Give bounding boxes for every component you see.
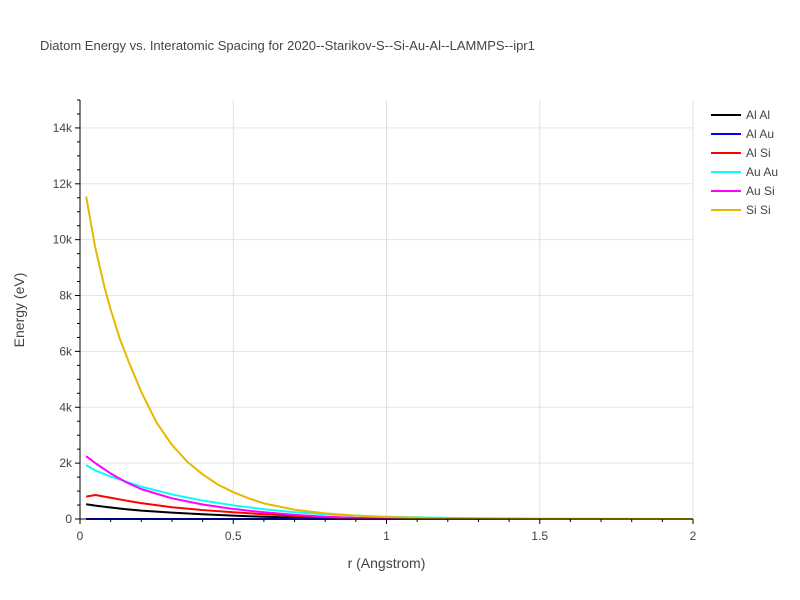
y-tick-label: 14k xyxy=(53,121,73,135)
legend-label: Au Si xyxy=(746,184,775,198)
y-axis-title: Energy (eV) xyxy=(11,273,27,348)
x-tick-label: 0.5 xyxy=(225,529,242,543)
y-tick-label: 12k xyxy=(53,177,73,191)
y-tick-label: 8k xyxy=(59,289,73,303)
y-tick-label: 4k xyxy=(59,400,73,414)
chart-title: Diatom Energy vs. Interatomic Spacing fo… xyxy=(40,38,535,53)
x-tick-label: 1 xyxy=(383,529,390,543)
x-axis-title: r (Angstrom) xyxy=(348,555,426,571)
legend-item[interactable]: Al Al xyxy=(711,108,770,122)
legend-item[interactable]: Au Si xyxy=(711,184,775,198)
legend-item[interactable]: Au Au xyxy=(711,165,778,179)
legend-item[interactable]: Al Si xyxy=(711,146,771,160)
series-line-4 xyxy=(85,455,693,520)
legend-item[interactable]: Si Si xyxy=(711,203,771,217)
legend-label: Au Au xyxy=(746,165,778,179)
x-tick-label: 0 xyxy=(77,529,84,543)
series-line-5 xyxy=(85,196,694,520)
x-tick-label: 1.5 xyxy=(531,529,548,543)
series-layer xyxy=(85,196,694,520)
axes xyxy=(75,99,694,524)
y-tick-label: 10k xyxy=(53,233,73,247)
legend-label: Al Al xyxy=(746,108,770,122)
legend-label: Si Si xyxy=(746,203,771,217)
y-tick-label: 6k xyxy=(59,344,73,358)
tick-labels: 0 2k 4k 6k 8k 10k 12k 14k 0 0.5 1 1.5 2 xyxy=(53,121,697,543)
legend-item[interactable]: Al Au xyxy=(711,127,774,141)
legend[interactable]: Al Al Al Au Al Si Au Au Au Si Si Si xyxy=(711,108,778,217)
legend-label: Al Si xyxy=(746,146,771,160)
x-tick-label: 2 xyxy=(690,529,697,543)
y-tick-label: 2k xyxy=(59,456,73,470)
legend-label: Al Au xyxy=(746,127,774,141)
series-line-3 xyxy=(85,464,694,520)
y-tick-label: 0 xyxy=(65,512,72,526)
grid xyxy=(80,100,694,519)
